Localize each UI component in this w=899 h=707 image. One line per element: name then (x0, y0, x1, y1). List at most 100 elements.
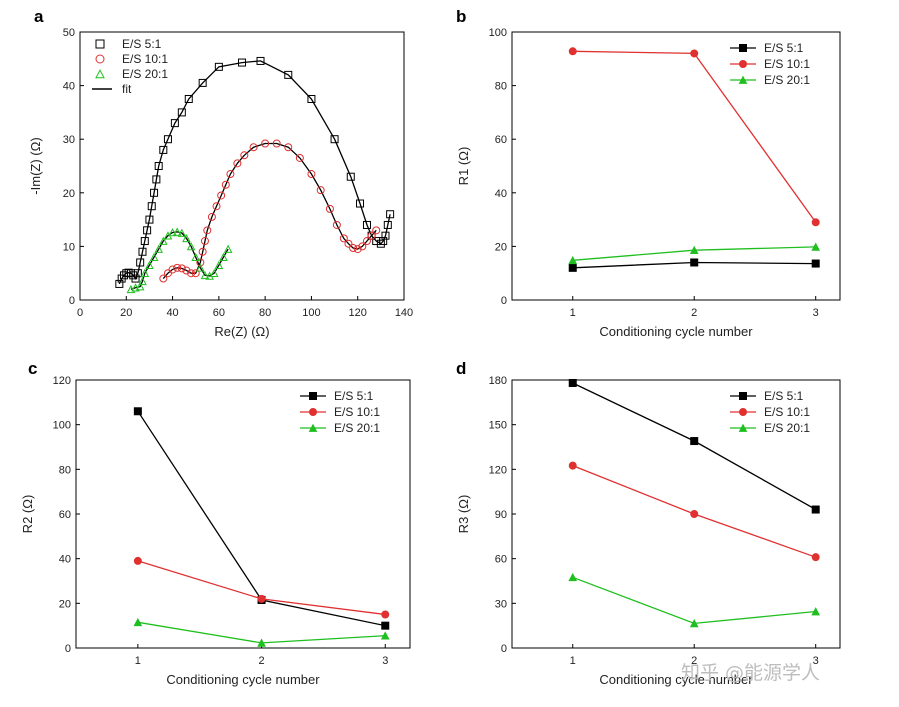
data-point (198, 78, 207, 87)
data-point (173, 263, 182, 272)
data-point (346, 172, 355, 181)
data-point (383, 220, 392, 229)
data-point (381, 231, 390, 240)
data-point (307, 170, 316, 179)
x-tick-label: 100 (302, 307, 320, 319)
chart-panel-d: d 0 30 60 90 120 150 180 1 2 3 Conditioning cycle n… (456, 359, 841, 687)
data-point (257, 638, 266, 647)
x-tick-label: 1 (570, 307, 576, 319)
data-point (811, 607, 821, 616)
series-E-S-20-1 (568, 572, 821, 628)
panel-letter: c (28, 359, 37, 378)
data-point (177, 228, 187, 237)
legend-label: E/S 20:1 (764, 73, 810, 87)
data-point (272, 139, 281, 148)
y-tick-label: 20 (63, 188, 75, 200)
data-point (135, 282, 145, 291)
legend-label: E/S 20:1 (122, 67, 168, 81)
series-E-S-5-1 (568, 378, 820, 514)
data-point (344, 239, 353, 248)
fit-curve (118, 60, 391, 285)
data-point (209, 268, 219, 278)
legend-marker (309, 408, 317, 416)
x-tick-label: 2 (258, 655, 264, 667)
data-point (367, 231, 376, 240)
legend-label: E/S 5:1 (764, 389, 804, 403)
data-point (284, 70, 293, 79)
data-point (140, 237, 149, 246)
data-point (332, 220, 341, 229)
data-point (143, 226, 152, 235)
x-tick-label: 20 (120, 307, 132, 319)
x-axis-label: Conditioning cycle number (166, 672, 320, 687)
series-E-S-20-1 (568, 242, 821, 265)
data-point (170, 119, 179, 128)
y-tick-label: 90 (495, 509, 507, 521)
data-point (257, 594, 266, 603)
data-point (196, 258, 205, 267)
data-point (376, 239, 385, 248)
data-point (811, 505, 820, 514)
legend-label: E/S 10:1 (764, 57, 810, 71)
data-point (163, 135, 172, 144)
data-point (284, 143, 293, 152)
data-point (147, 202, 156, 211)
y-tick-label: 120 (489, 464, 507, 476)
legend: E/S 5:1 E/S 10:1 E/S 20:1 (730, 41, 810, 87)
legend: E/S 5:1 E/S 10:1 E/S 20:1 (730, 389, 810, 435)
data-point (136, 258, 145, 267)
data-point (145, 260, 154, 269)
data-point (200, 237, 209, 246)
data-point (295, 153, 304, 162)
data-point (138, 276, 147, 286)
plot-frame (511, 31, 841, 301)
data-point (221, 180, 230, 189)
x-tick-label: 3 (382, 655, 388, 667)
data-point (159, 145, 168, 154)
data-point (172, 227, 182, 236)
data-point (159, 274, 168, 283)
data-point (145, 215, 154, 224)
y-axis-label: R1 (Ω) (456, 147, 471, 186)
data-point (689, 245, 699, 254)
data-point (362, 220, 371, 229)
x-tick-label: 80 (259, 307, 271, 319)
data-point (133, 617, 143, 627)
plot-frame (79, 31, 405, 301)
legend-marker (739, 60, 747, 68)
data-point (196, 263, 205, 272)
data-point (339, 234, 348, 243)
data-point (325, 204, 334, 213)
series-line (572, 576, 816, 625)
data-point (811, 242, 821, 251)
x-tick-label: 40 (166, 307, 178, 319)
legend-marker (309, 392, 317, 400)
y-tick-label: 20 (59, 598, 71, 610)
data-point (133, 407, 142, 416)
data-point (372, 226, 381, 235)
data-point (568, 263, 577, 272)
data-point (233, 159, 242, 168)
data-point (198, 247, 207, 256)
data-point (226, 170, 235, 179)
legend-marker (95, 54, 105, 64)
y-tick-label: 150 (489, 420, 507, 432)
legend: E/S 5:1 E/S 10:1 E/S 20:1 (300, 389, 380, 435)
data-point (349, 244, 358, 253)
y-tick-label: 40 (59, 554, 71, 566)
chart-panel-c: c 0 20 40 60 80 100 120 1 2 3 Conditioning cycle nu… (20, 359, 411, 687)
data-point (386, 210, 395, 219)
x-tick-label: 140 (395, 307, 413, 319)
legend-marker (739, 408, 747, 416)
data-point (182, 266, 191, 275)
x-tick-label: 0 (77, 307, 83, 319)
y-tick-label: 40 (63, 81, 75, 93)
legend-label: E/S 5:1 (334, 389, 374, 403)
legend-label: fit (122, 82, 132, 96)
data-point (191, 269, 200, 278)
y-tick-label: 60 (495, 554, 507, 566)
data-point (316, 186, 325, 195)
panel-letter: a (34, 7, 44, 26)
y-tick-label: 20 (495, 241, 507, 253)
